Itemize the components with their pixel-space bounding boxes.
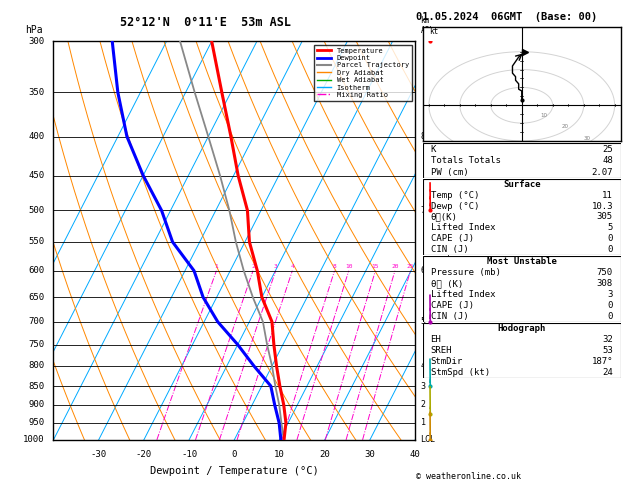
Legend: Temperature, Dewpoint, Parcel Trajectory, Dry Adiabat, Wet Adiabat, Isotherm, Mi: Temperature, Dewpoint, Parcel Trajectory… <box>314 45 411 101</box>
Text: 2: 2 <box>421 400 426 410</box>
Text: CAPE (J): CAPE (J) <box>431 301 474 310</box>
Text: 750: 750 <box>28 340 45 349</box>
Text: 450: 450 <box>28 171 45 180</box>
Text: 0: 0 <box>608 234 613 243</box>
Text: 10.3: 10.3 <box>591 202 613 210</box>
Text: θᴇ(K): θᴇ(K) <box>431 212 457 222</box>
Text: 900: 900 <box>28 400 45 410</box>
Text: Dewp (°C): Dewp (°C) <box>431 202 479 210</box>
Text: 7: 7 <box>421 206 426 215</box>
Text: -30: -30 <box>91 450 107 459</box>
Text: 300: 300 <box>28 37 45 46</box>
Text: 187°: 187° <box>591 357 613 365</box>
Text: LCL: LCL <box>421 435 435 444</box>
Text: 700: 700 <box>28 317 45 326</box>
FancyBboxPatch shape <box>423 323 621 378</box>
Text: 3: 3 <box>421 382 426 391</box>
Text: -20: -20 <box>136 450 152 459</box>
Text: 800: 800 <box>28 362 45 370</box>
Text: 32: 32 <box>602 335 613 344</box>
Text: 950: 950 <box>28 418 45 427</box>
Text: 11: 11 <box>602 191 613 200</box>
Text: CIN (J): CIN (J) <box>431 312 468 321</box>
Text: 750: 750 <box>597 268 613 277</box>
Text: 30: 30 <box>365 450 376 459</box>
Text: 20: 20 <box>391 264 399 269</box>
Text: 0: 0 <box>231 450 237 459</box>
Text: 24: 24 <box>602 367 613 377</box>
Text: 0: 0 <box>608 245 613 254</box>
FancyBboxPatch shape <box>423 179 621 255</box>
Text: 8: 8 <box>333 264 337 269</box>
Text: Dewpoint / Temperature (°C): Dewpoint / Temperature (°C) <box>150 466 319 476</box>
Text: 4: 4 <box>421 362 426 370</box>
Text: 3: 3 <box>274 264 277 269</box>
Text: 1: 1 <box>214 264 218 269</box>
Text: StmDir: StmDir <box>431 357 463 365</box>
Text: 30: 30 <box>583 136 590 141</box>
Text: 308: 308 <box>597 279 613 288</box>
Text: 350: 350 <box>28 88 45 97</box>
Text: 850: 850 <box>28 382 45 391</box>
Text: θᴇ (K): θᴇ (K) <box>431 279 463 288</box>
Text: 600: 600 <box>28 266 45 275</box>
Text: © weatheronline.co.uk: © weatheronline.co.uk <box>416 472 521 481</box>
Text: 6: 6 <box>421 266 426 275</box>
Text: 5: 5 <box>608 224 613 232</box>
Text: 0: 0 <box>608 312 613 321</box>
FancyBboxPatch shape <box>423 256 621 322</box>
Text: StmSpd (kt): StmSpd (kt) <box>431 367 490 377</box>
Text: 20: 20 <box>562 124 569 129</box>
Text: 305: 305 <box>597 212 613 222</box>
Text: hPa: hPa <box>25 25 42 35</box>
Text: 0: 0 <box>608 301 613 310</box>
Text: 52°12'N  0°11'E  53m ASL: 52°12'N 0°11'E 53m ASL <box>120 17 291 29</box>
Text: 48: 48 <box>602 156 613 165</box>
Text: Lifted Index: Lifted Index <box>431 224 495 232</box>
Text: CAPE (J): CAPE (J) <box>431 234 474 243</box>
Text: 2.07: 2.07 <box>591 168 613 176</box>
Text: Pressure (mb): Pressure (mb) <box>431 268 501 277</box>
Text: -10: -10 <box>181 450 197 459</box>
Text: kt: kt <box>429 27 438 36</box>
Text: 01.05.2024  06GMT  (Base: 00): 01.05.2024 06GMT (Base: 00) <box>416 12 598 22</box>
Text: 10: 10 <box>274 450 285 459</box>
Text: km
ASL: km ASL <box>421 16 435 35</box>
Text: Most Unstable: Most Unstable <box>487 257 557 266</box>
Text: Mixing Ratio (g/kg): Mixing Ratio (g/kg) <box>443 217 452 304</box>
Text: Lifted Index: Lifted Index <box>431 290 495 299</box>
Text: 500: 500 <box>28 206 45 215</box>
Text: 5: 5 <box>421 317 426 326</box>
Text: 650: 650 <box>28 293 45 302</box>
Text: 4: 4 <box>291 264 294 269</box>
Text: Hodograph: Hodograph <box>498 324 546 333</box>
Text: 25: 25 <box>407 264 415 269</box>
Text: 400: 400 <box>28 132 45 141</box>
Text: 1000: 1000 <box>23 435 45 444</box>
Text: 1: 1 <box>421 418 426 427</box>
Text: 8: 8 <box>421 132 426 141</box>
Text: PW (cm): PW (cm) <box>431 168 468 176</box>
Text: Totals Totals: Totals Totals <box>431 156 501 165</box>
Text: 25: 25 <box>602 145 613 154</box>
Text: 20: 20 <box>320 450 330 459</box>
Text: SREH: SREH <box>431 346 452 355</box>
Text: EH: EH <box>431 335 442 344</box>
Text: 10: 10 <box>540 113 547 118</box>
Text: 3: 3 <box>608 290 613 299</box>
Text: Surface: Surface <box>503 180 540 189</box>
FancyBboxPatch shape <box>423 143 621 178</box>
Text: 10: 10 <box>345 264 352 269</box>
Text: 15: 15 <box>372 264 379 269</box>
Text: 53: 53 <box>602 346 613 355</box>
Text: Temp (°C): Temp (°C) <box>431 191 479 200</box>
Text: 40: 40 <box>409 450 421 459</box>
Text: CIN (J): CIN (J) <box>431 245 468 254</box>
Text: K: K <box>431 145 436 154</box>
Text: 550: 550 <box>28 238 45 246</box>
Text: 2: 2 <box>251 264 255 269</box>
